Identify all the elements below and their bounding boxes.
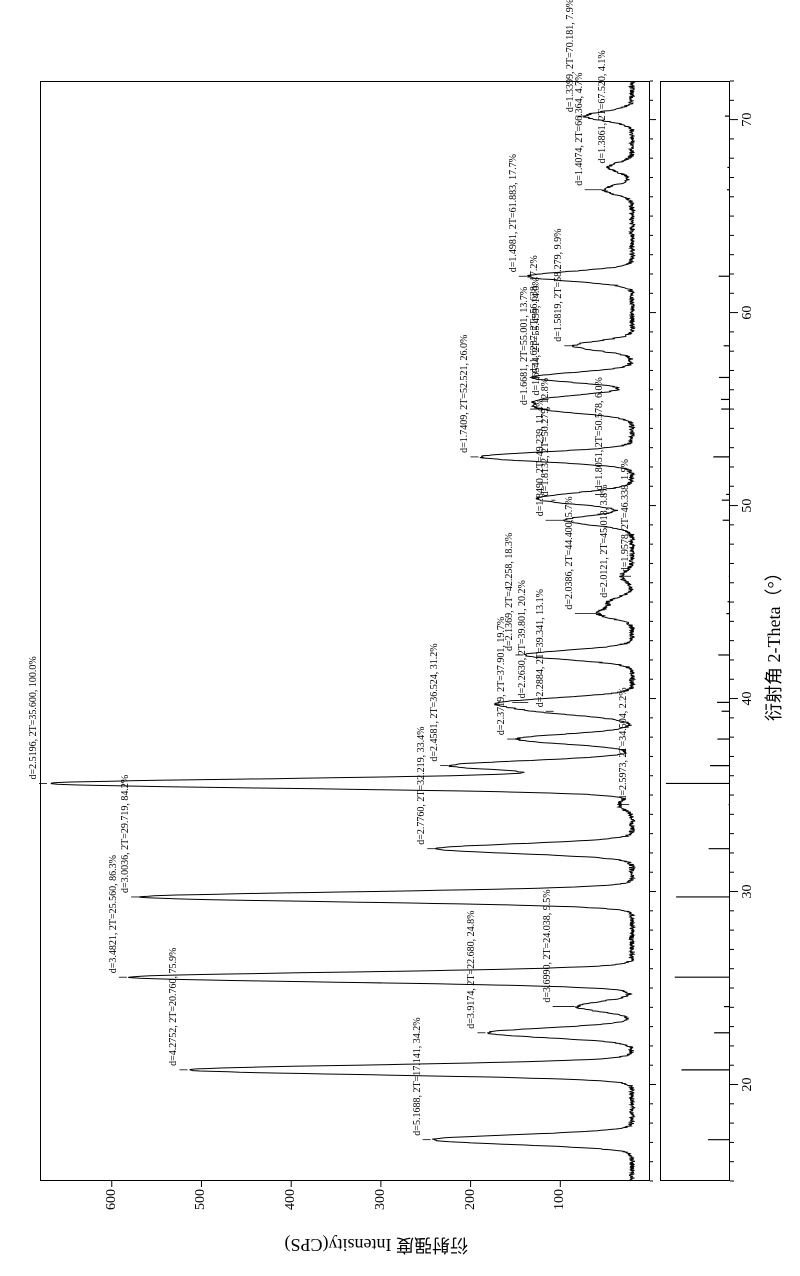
peak-label: d=1.9578, 2T=46.338, 1.9%	[621, 459, 631, 572]
peak-label: d=1.3861, 2T=67.520, 4.1%	[598, 50, 608, 163]
peak-label: d=2.5196, 2T=35.600, 100.0%	[29, 656, 39, 779]
x-tick-label: 70	[740, 105, 756, 135]
peak-label: d=2.2884, 2T=39.341, 13.1%	[536, 589, 546, 707]
peak-label: d=1.8132, 2T=50.279, 12.8%	[541, 378, 551, 496]
x-tick-label: 40	[740, 684, 756, 714]
y-tick-label: 300	[373, 1189, 389, 1231]
x-tick-label: 60	[740, 298, 756, 328]
chart-svg	[0, 0, 800, 1276]
peak-label: d=3.6990, 2T=24.038, 9.5%	[543, 889, 553, 1002]
y-axis-label: 衍射强度 Intensity(CPS)	[228, 1233, 468, 1259]
peak-label: d=1.4981, 2T=61.883, 17.7%	[509, 154, 519, 272]
x-tick-label: 30	[740, 877, 756, 907]
peak-label: d=3.9174, 2T=22.680, 24.8%	[467, 911, 477, 1029]
y-tick-label: 200	[463, 1189, 479, 1231]
peak-label: d=1.7409, 2T=52.521, 26.0%	[460, 335, 470, 453]
peak-label: d=1.6237, 2T=56.638, 17.2%	[530, 255, 540, 373]
x-tick-label: 20	[740, 1070, 756, 1100]
peak-label: d=1.8051, 2T=50.578, 6.0%	[595, 377, 605, 490]
peak-label: d=2.0121, 2T=45.018, 3.8%	[600, 485, 610, 598]
peak-label: d=3.4821, 2T=25.560, 86.3%	[109, 855, 119, 973]
y-tick-label: 600	[104, 1189, 120, 1231]
peak-label: d=1.5819, 2T=58.279, 9.9%	[554, 229, 564, 342]
y-tick-label: 500	[193, 1189, 209, 1231]
peak-label: d=2.1369, 2T=42.258, 18.3%	[505, 533, 515, 651]
peak-label: d=2.2630, 2T=39.801, 20.2%	[518, 580, 528, 698]
peak-label: d=2.7760, 2T=32.219, 33.4%	[417, 727, 427, 845]
peak-label: d=4.2752, 2T=20.760, 75.9%	[169, 948, 179, 1066]
x-tick-label: 50	[740, 491, 756, 521]
peak-label: d=2.5973, 2T=34.504, 2.2%	[619, 687, 629, 800]
y-tick-label: 400	[283, 1189, 299, 1231]
peak-label: d=2.0386, 2T=44.400, 5.7%	[565, 496, 575, 609]
spectrum-line	[51, 81, 635, 1181]
x-axis-label: 衍射角 2-Theta（°）	[760, 563, 786, 721]
peak-label: d=1.4074, 2T=66.364, 4.7%	[575, 73, 585, 186]
y-tick-label: 100	[552, 1189, 568, 1231]
peak-label: d=5.1688, 2T=17.141, 34.2%	[413, 1017, 423, 1135]
peak-label: d=3.0036, 2T=29.719, 84.2%	[121, 775, 131, 893]
peak-label: d=1.3399, 2T=70.181, 7.9%	[566, 0, 576, 112]
peak-label: d=2.4581, 2T=36.524, 31.2%	[430, 643, 440, 761]
